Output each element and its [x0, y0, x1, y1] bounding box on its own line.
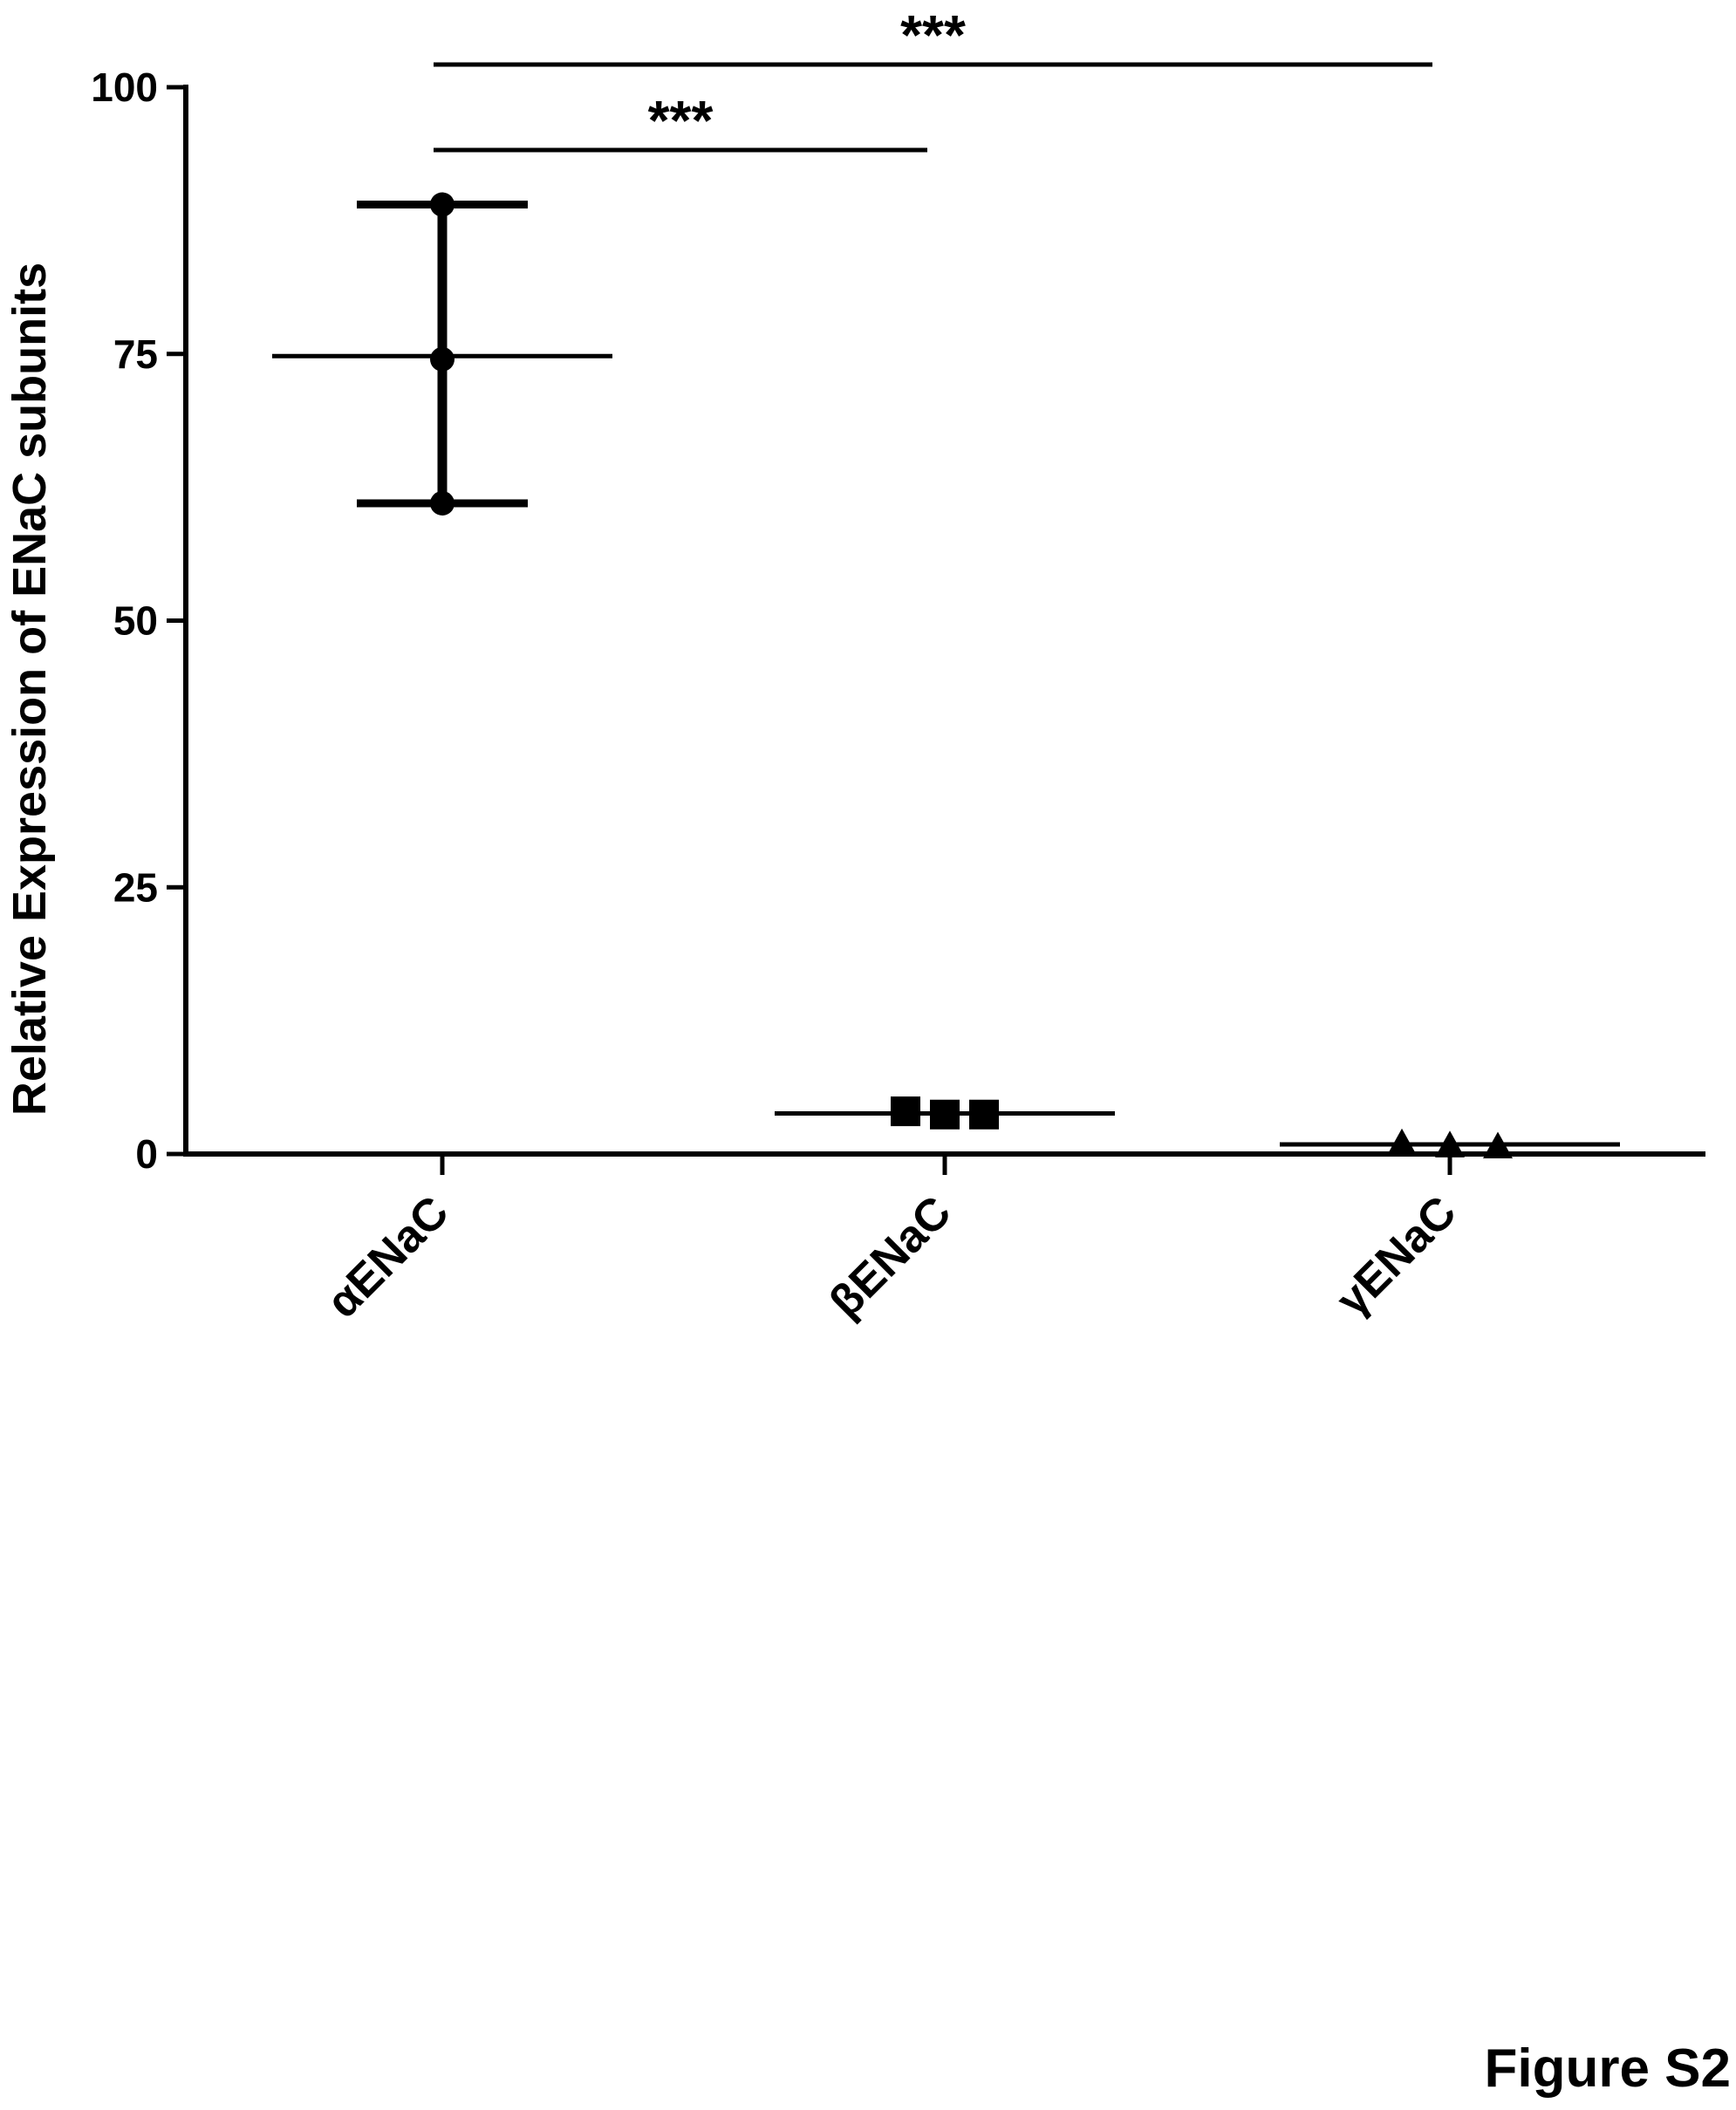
significance-label: *** — [900, 3, 966, 66]
y-tick-label: 25 — [113, 864, 158, 910]
significance-label: *** — [648, 89, 714, 152]
data-point — [1435, 1130, 1465, 1157]
x-tick-label: βENaC — [820, 1186, 961, 1328]
data-point — [1387, 1128, 1417, 1156]
data-point — [930, 1099, 960, 1130]
data-marks — [272, 192, 1620, 1159]
data-point — [430, 192, 455, 217]
data-group — [1280, 1128, 1620, 1159]
x-axis: αENaC βENaC γENaC — [183, 1151, 1705, 1328]
figure-caption: Figure S2 — [1484, 2038, 1731, 2099]
data-point — [430, 346, 455, 372]
data-group — [272, 192, 612, 516]
y-tick-label: 0 — [135, 1131, 158, 1177]
x-tick-label: αENaC — [318, 1186, 459, 1328]
data-point — [969, 1099, 999, 1130]
data-point — [1483, 1131, 1513, 1159]
significance-annotations: *** *** — [434, 3, 1432, 153]
data-point — [430, 490, 455, 516]
data-point — [891, 1096, 920, 1127]
scatter-chart: 0 25 50 75 100 αENaC βENaC γENaC Relative Expr… — [3, 3, 1705, 1328]
y-axis: 0 25 50 75 100 — [91, 65, 188, 1177]
x-ticks: αENaC βENaC γENaC — [318, 1154, 1466, 1328]
y-axis-title: Relative Expression of ENaC subunits — [3, 263, 56, 1116]
y-tick-label: 50 — [113, 598, 158, 644]
y-ticks: 0 25 50 75 100 — [91, 65, 186, 1177]
y-tick-label: 75 — [113, 331, 158, 377]
x-tick-label: γENaC — [1327, 1186, 1466, 1326]
y-tick-label: 100 — [91, 65, 158, 110]
data-group — [775, 1096, 1115, 1130]
